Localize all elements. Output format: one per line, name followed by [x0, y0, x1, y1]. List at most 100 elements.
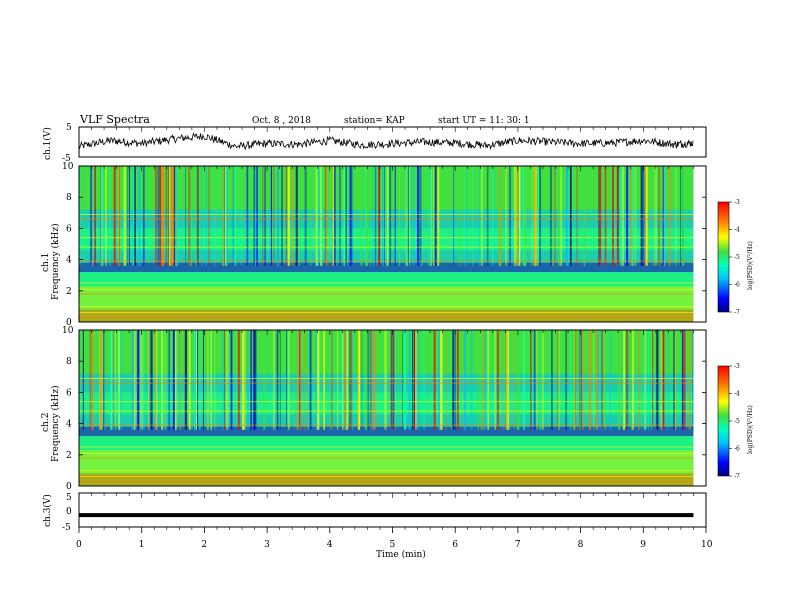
ch3-ytick-bottom: -5 [62, 523, 71, 533]
spec-streak [168, 330, 170, 430]
spec-streak [631, 330, 632, 430]
spec-streak [429, 166, 432, 266]
ch2-spectrogram-image [79, 330, 706, 486]
spec-streak [155, 330, 157, 430]
spec-streak [178, 330, 180, 430]
spec-streak [516, 166, 519, 266]
spec-streak [675, 330, 677, 430]
spec-streak [161, 330, 164, 430]
spec-streak [148, 330, 150, 430]
spec-streak [506, 330, 508, 430]
spec-streak [438, 330, 440, 430]
spec-streak [663, 166, 665, 266]
spec-streak [534, 166, 536, 266]
spec-streak [480, 166, 483, 266]
time-axis: 0 1 2 3 4 5 6 7 8 9 10 [76, 127, 713, 550]
spec-streak [487, 330, 490, 430]
spec-streak [654, 166, 656, 266]
spec-streak [523, 330, 525, 430]
ch1-colorbar: -3 -4 -5 -6 -7 log(PSD)(V²/Hz) [717, 199, 754, 316]
xtick-label: 10 [701, 540, 713, 550]
ytick-label: 0 [66, 482, 72, 492]
spec-streak [168, 166, 171, 266]
spec-streak [292, 166, 294, 266]
spec-streak [656, 166, 658, 266]
ch2-colorbar: -3 -4 -5 -6 -7 log(PSD)(V²/Hz) [717, 363, 754, 480]
spec-streak [309, 330, 312, 430]
spec-streak [414, 330, 417, 430]
spec-streak [131, 330, 134, 430]
spec-streak [622, 166, 624, 266]
spec-streak [454, 330, 456, 430]
spec-streak [133, 330, 136, 430]
spec-streak [575, 330, 577, 430]
ch1-spectrogram-panel: 0 2 4 6 8 10 ch.1 Frequency (kHz) [41, 162, 707, 328]
spec-streak [453, 166, 455, 266]
spec-streak [254, 330, 257, 430]
spec-streak [480, 330, 483, 430]
spec-streak [253, 330, 255, 430]
spec-streak [509, 330, 511, 430]
spec-streak [315, 330, 317, 430]
spec-streak [399, 166, 400, 266]
spec-streak [180, 330, 182, 430]
spec-streak [251, 330, 252, 430]
spec-streak [91, 166, 93, 266]
ch2-yticks: 0 2 4 6 8 10 [62, 326, 706, 492]
spec-streak [143, 330, 145, 430]
spec-streak [210, 330, 212, 430]
spec-streak [651, 330, 653, 430]
spec-streak [445, 330, 447, 430]
spec-band [79, 272, 694, 287]
spec-streak [463, 166, 465, 266]
spec-streak [137, 330, 140, 430]
spec-streak [662, 330, 665, 430]
spec-streak [537, 166, 539, 266]
spec-streak [609, 330, 612, 430]
spec-streak [286, 330, 287, 430]
spec-streak [189, 166, 191, 266]
ch2-colorbar-label: log(PSD)(V²/Hz) [747, 405, 754, 454]
spec-streak [471, 330, 473, 430]
spec-streak [431, 166, 432, 266]
spec-streak [599, 166, 602, 266]
spec-streak [360, 166, 363, 266]
spec-streak [390, 330, 393, 430]
spec-streak [201, 166, 202, 266]
spec-streak [464, 330, 467, 430]
spec-streak [658, 166, 660, 266]
spec-streak [110, 330, 113, 430]
spec-streak [389, 166, 392, 266]
ch2-ylabel-line2: Frequency (kHz) [50, 385, 61, 462]
spec-streak [103, 330, 106, 430]
spec-streak [570, 330, 572, 430]
colorbar-tick-label: -5 [734, 418, 740, 425]
spec-streak [499, 166, 502, 266]
spec-streak [558, 166, 561, 266]
spec-streak [105, 166, 107, 266]
spec-streak [337, 330, 339, 430]
spec-streak [597, 330, 599, 430]
spec-streak [331, 330, 333, 430]
spec-streak [384, 166, 385, 266]
spec-streak [417, 330, 420, 430]
spec-streak [407, 166, 409, 266]
spec-streak [505, 330, 508, 430]
ch1-yticks: 0 2 4 6 8 10 [62, 162, 706, 328]
spec-streak [226, 166, 228, 266]
spec-streak [641, 330, 643, 430]
spec-streak [297, 330, 298, 430]
spec-streak [503, 330, 505, 430]
spec-streak [568, 166, 570, 266]
spec-band [79, 309, 694, 322]
spec-streak [365, 166, 368, 266]
spec-streak [675, 166, 677, 266]
spec-streak [370, 330, 373, 430]
spec-streak [309, 166, 312, 266]
spec-streak [142, 166, 145, 266]
spec-streak [600, 330, 603, 430]
spec-streak [185, 166, 186, 266]
spec-streak [237, 330, 239, 430]
spec-streak [390, 166, 392, 266]
spec-streak [150, 330, 153, 430]
